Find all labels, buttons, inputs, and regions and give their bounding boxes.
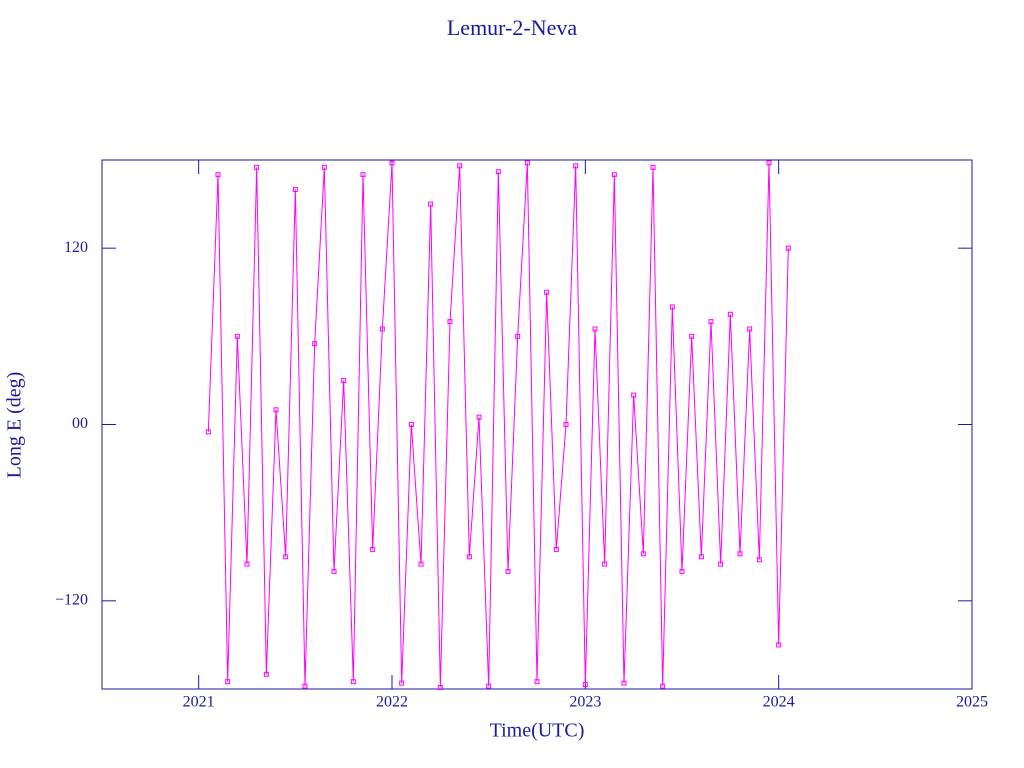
- data-point: [254, 164, 260, 170]
- data-point: [747, 326, 753, 332]
- data-point: [582, 682, 588, 688]
- data-point: [389, 160, 395, 166]
- data-point: [341, 377, 347, 383]
- y-axis-label: Long E (deg): [4, 372, 26, 479]
- data-point: [679, 568, 685, 574]
- y-tick-label: 120: [64, 239, 88, 256]
- x-axis-label: Time(UTC): [490, 720, 585, 742]
- data-point: [418, 561, 424, 567]
- data-point: [466, 554, 472, 560]
- x-tick-label: 2024: [763, 694, 795, 711]
- data-point: [515, 333, 521, 339]
- data-point: [776, 642, 782, 648]
- data-point: [573, 163, 579, 169]
- data-point: [205, 429, 211, 435]
- data-point: [756, 557, 762, 563]
- data-point: [669, 304, 675, 310]
- y-tick-label: 00: [72, 415, 88, 432]
- data-point: [292, 186, 298, 192]
- data-point: [379, 326, 385, 332]
- x-tick-label: 2025: [956, 694, 988, 711]
- data-point: [650, 164, 656, 170]
- data-point: [553, 546, 559, 552]
- data-point: [399, 680, 405, 686]
- data-point: [505, 568, 511, 574]
- plot-frame: [101, 159, 973, 690]
- x-tick-label: 2022: [376, 694, 408, 711]
- data-point: [631, 392, 637, 398]
- data-point: [360, 172, 366, 178]
- data-point: [611, 172, 617, 178]
- data-point: [447, 319, 453, 325]
- data-point: [640, 551, 646, 557]
- data-point: [283, 554, 289, 560]
- data-point: [708, 319, 714, 325]
- data-point: [370, 546, 376, 552]
- data-point: [244, 561, 250, 567]
- data-point: [234, 333, 240, 339]
- data-point: [321, 164, 327, 170]
- data-point: [534, 679, 540, 685]
- data-point: [524, 160, 530, 166]
- x-tick-label: 2023: [569, 694, 601, 711]
- data-point: [302, 683, 308, 689]
- data-point: [495, 169, 501, 175]
- y-tick-label: −120: [55, 592, 88, 609]
- data-point: [592, 326, 598, 332]
- data-point: [350, 679, 356, 685]
- data-point: [437, 685, 443, 691]
- data-point: [698, 554, 704, 560]
- data-point: [476, 414, 482, 420]
- data-point: [727, 311, 733, 317]
- data-point: [486, 683, 492, 689]
- data-point: [689, 333, 695, 339]
- data-point: [602, 561, 608, 567]
- data-point: [544, 289, 550, 295]
- data-point: [563, 422, 569, 427]
- data-point: [273, 407, 279, 413]
- data-point: [312, 341, 318, 347]
- data-point: [408, 422, 414, 427]
- data-line: [207, 162, 789, 688]
- data-point: [457, 163, 463, 169]
- data-point: [766, 160, 772, 166]
- data-point: [785, 245, 791, 251]
- x-tick-label: 2021: [183, 694, 215, 711]
- data-point: [225, 679, 231, 685]
- data-point: [737, 551, 743, 557]
- chart-title: Lemur-2-Neva: [447, 15, 578, 40]
- data-point: [215, 172, 221, 178]
- data-point: [718, 561, 724, 567]
- data-point: [660, 683, 666, 689]
- data-point: [428, 201, 434, 207]
- data-point: [331, 568, 337, 574]
- data-point: [263, 671, 269, 677]
- data-point: [621, 680, 627, 686]
